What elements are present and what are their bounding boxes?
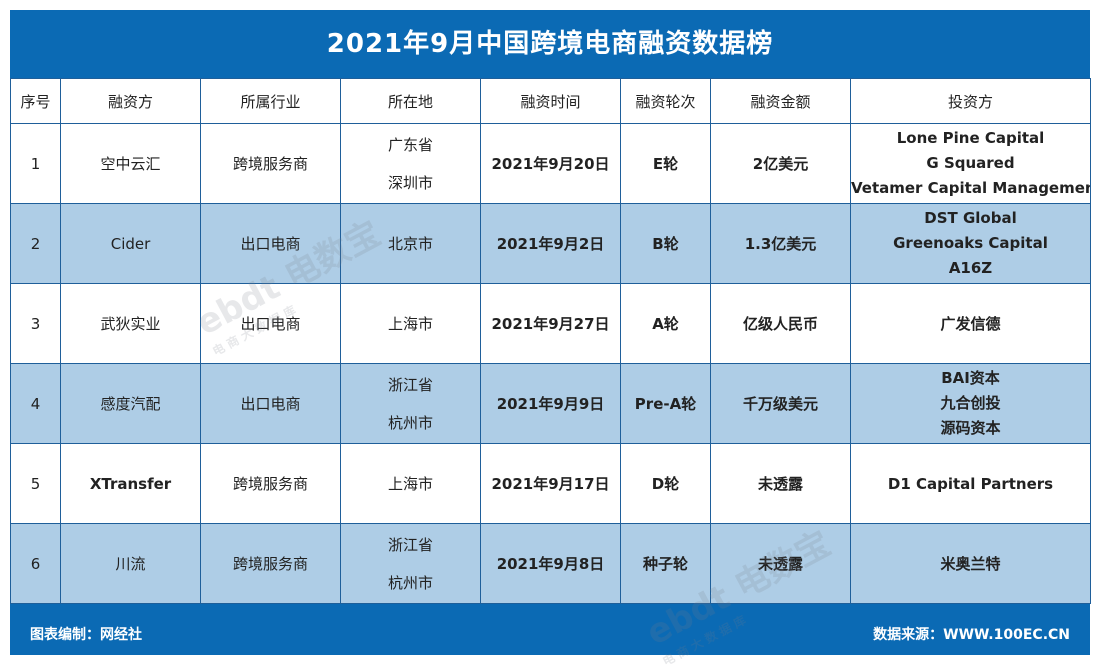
investor-line: Lone Pine Capital	[896, 129, 1045, 147]
page-title: 2021年9月中国跨境电商融资数据榜	[326, 29, 774, 59]
cell-round: E轮	[620, 123, 711, 204]
col-header-round: 融资轮次	[620, 78, 711, 124]
table-row: 3 武狄实业 出口电商 上海市 2021年9月27日 A轮 亿级人民币 广发信德	[10, 283, 1091, 364]
cell-industry: 跨境服务商	[200, 123, 341, 204]
cell-company: Cider	[60, 203, 201, 284]
footer-source: 数据来源：WWW.100EC.CN	[873, 627, 1070, 643]
location-line: 浙江省	[387, 375, 433, 394]
cell-industry: 出口电商	[200, 203, 341, 284]
cell-no: 5	[10, 443, 61, 524]
location-line: 深圳市	[387, 173, 433, 192]
cell-date: 2021年9月8日	[480, 523, 621, 604]
col-header-amount: 融资金额	[710, 78, 851, 124]
cell-location: 广东省 深圳市	[340, 123, 481, 204]
cell-industry: 跨境服务商	[200, 523, 341, 604]
cell-industry: 出口电商	[200, 363, 341, 444]
cell-investors: 广发信德	[850, 283, 1091, 364]
location-line: 浙江省	[387, 535, 433, 554]
cell-round: 种子轮	[620, 523, 711, 604]
table-row: 4 感度汽配 出口电商 浙江省杭州市 2021年9月9日 Pre-A轮 千万级美…	[10, 363, 1091, 444]
cell-round: D轮	[620, 443, 711, 524]
col-header-date: 融资时间	[480, 78, 621, 124]
cell-investors: Lone Pine Capital G Squared Vetamer Capita…	[850, 123, 1091, 204]
cell-location: 浙江省 杭州市	[340, 363, 481, 444]
cell-location: 浙江省 杭州市	[340, 523, 481, 604]
cell-no: 2	[10, 203, 61, 284]
table-row: 5 XTransfer 跨境服务商 上海市 2021年9月17日 D轮 未透露 …	[10, 443, 1091, 524]
financing-table: 序号 融资方 所属行业 所在地 融资时间 融资轮次 融资金额 投资方 1 空中云…	[10, 78, 1091, 604]
cell-industry: 出口电商	[200, 283, 341, 364]
investor-line: Greenoaks Capital	[893, 234, 1048, 252]
col-header-investors: 投资方	[850, 78, 1091, 124]
cell-amount: 千万级美元	[710, 363, 851, 444]
cell-location: 上海市	[340, 443, 481, 524]
cell-no: 6	[10, 523, 61, 604]
cell-amount: 未透露	[710, 443, 851, 524]
cell-date: 2021年9月20日	[480, 123, 621, 204]
cell-location: 上海市	[340, 283, 481, 364]
cell-amount: 未透露	[710, 523, 851, 604]
cell-date: 2021年9月27日	[480, 283, 621, 364]
cell-company: 武狄实业	[60, 283, 201, 364]
footer: 图表编制：网经社 数据来源：WWW.100EC.CN	[10, 610, 1090, 655]
cell-company: 感度汽配	[60, 363, 201, 444]
table-row: 2 Cider 出口电商 北京市 2021年9月2日 B轮 1.3亿美元 DST…	[10, 203, 1091, 284]
cell-date: 2021年9月17日	[480, 443, 621, 524]
investor-line: BAI资本	[941, 369, 1000, 387]
cell-investors: BAI资本九合创投源码资本	[850, 363, 1091, 444]
cell-round: A轮	[620, 283, 711, 364]
cell-amount: 2亿美元	[710, 123, 851, 204]
footer-credit: 图表编制：网经社	[30, 627, 142, 643]
cell-date: 2021年9月9日	[480, 363, 621, 444]
investor-line: 九合创投	[940, 394, 1001, 412]
cell-investors: D1 Capital Partners	[850, 443, 1091, 524]
investor-line: 源码资本	[940, 419, 1001, 437]
header-row: 序号 融资方 所属行业 所在地 融资时间 融资轮次 融资金额 投资方	[10, 78, 1091, 124]
cell-no: 3	[10, 283, 61, 364]
cell-company: 川流	[60, 523, 201, 604]
cell-date: 2021年9月2日	[480, 203, 621, 284]
location-line: 杭州市	[387, 413, 433, 432]
cell-company: XTransfer	[60, 443, 201, 524]
investor-line: A16Z	[948, 259, 993, 277]
cell-round: B轮	[620, 203, 711, 284]
cell-investors: 米奥兰特	[850, 523, 1091, 604]
cell-company: 空中云汇	[60, 123, 201, 204]
location-line: 杭州市	[387, 573, 433, 592]
table-row: 6 川流 跨境服务商 浙江省杭州市 2021年9月8日 种子轮 未透露 米奥兰特	[10, 523, 1091, 604]
cell-investors: DST Global Greenoaks Capital A16Z	[850, 203, 1091, 284]
cell-no: 1	[10, 123, 61, 204]
col-header-industry: 所属行业	[200, 78, 341, 124]
cell-no: 4	[10, 363, 61, 444]
investor-line: G Squared	[926, 154, 1015, 172]
ranking-panel: 2021年9月中国跨境电商融资数据榜 序号 融资方 所属行业 所在地 融资时间 …	[10, 10, 1091, 655]
cell-amount: 1.3亿美元	[710, 203, 851, 284]
cell-location: 北京市	[340, 203, 481, 284]
col-header-company: 融资方	[60, 78, 201, 124]
col-header-location: 所在地	[340, 78, 481, 124]
col-header-no: 序号	[10, 78, 61, 124]
investor-line: Vetamer Capital Management等	[851, 179, 1090, 197]
investor-line: DST Global	[924, 209, 1017, 227]
cell-industry: 跨境服务商	[200, 443, 341, 524]
location-line: 广东省	[387, 135, 433, 154]
cell-amount: 亿级人民币	[710, 283, 851, 364]
cell-round: Pre-A轮	[620, 363, 711, 444]
table-row: 1 空中云汇 跨境服务商 广东省深圳市 2021年9月20日 E轮 2亿美元 L…	[10, 123, 1091, 204]
